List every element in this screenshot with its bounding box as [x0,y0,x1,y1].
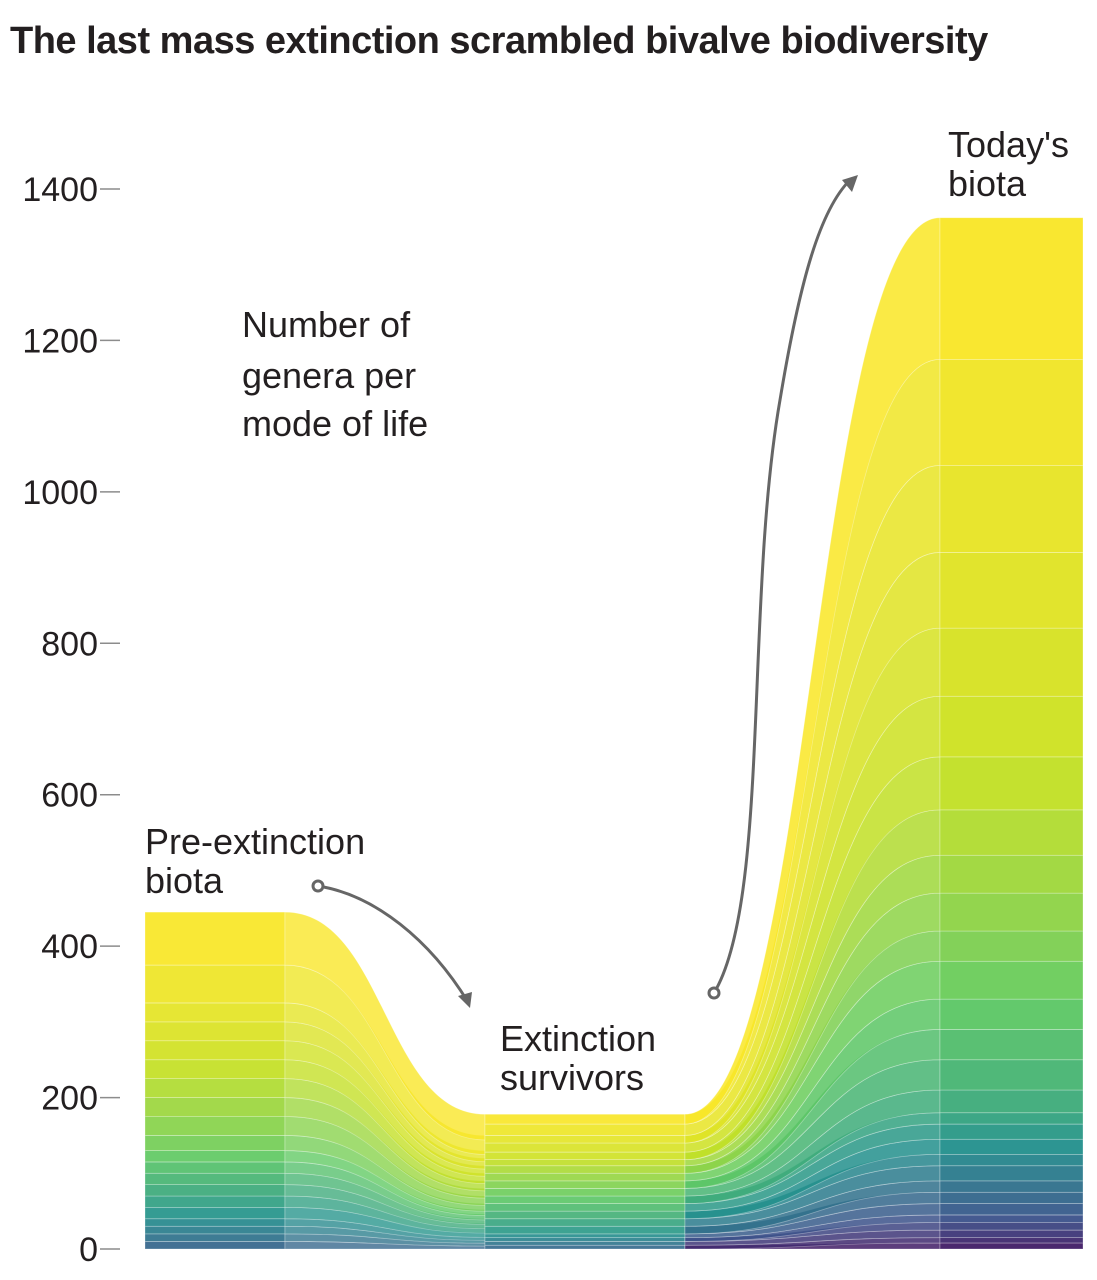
survivor-band [484,1241,686,1246]
today-band [939,1191,1084,1204]
y-tick-label: 1200 [22,322,98,360]
panel-label-line-1: Number of [242,304,411,345]
panel-label-line-3: mode of life [242,403,428,444]
survivors-to-today-arrow [712,178,852,994]
today-band [939,627,1084,697]
pre-extinction-band [144,1195,286,1208]
survivors-label-line-1: Extinction [500,1018,656,1059]
today-band [939,464,1084,553]
pre-extinction-band [144,1059,286,1080]
today-band [939,1029,1084,1061]
pre-extinction-band [144,1241,286,1250]
pre-extinction-band [144,1021,286,1042]
survivor-band [484,1210,686,1220]
pre-extinction-band [144,1161,286,1174]
survivor-band [484,1180,686,1189]
pre-extinction-band [144,1040,286,1061]
today-band [939,1165,1084,1182]
survivor-band [484,1135,686,1144]
pre-extinction-band [144,1097,286,1117]
y-axis: 0 200 400 600 800 1000 1200 1400 [22,171,120,1269]
pre-extinction-band [144,1116,286,1136]
chart-title: The last mass extinction scrambled bival… [10,20,988,62]
panel-label-line-2: genera per [242,355,416,396]
pre-to-survivors-arrow [317,884,470,1003]
survivor-band [484,1159,686,1167]
today-band [939,892,1084,932]
survivor-band [484,1218,686,1227]
pre-extinction-band [144,1172,286,1186]
survivor-band [484,1225,686,1235]
today-band [939,1180,1084,1193]
today-band [939,1203,1084,1216]
survivors-label-line-2: survivors [500,1057,644,1098]
today-band [939,960,1084,1000]
survivor-band [484,1244,686,1250]
survivor-band [484,1237,686,1242]
y-tick-label: 800 [41,625,98,663]
y-tick-label: 1400 [22,171,98,209]
today-band [939,854,1084,894]
today-band [939,1089,1084,1114]
pre-extinction-label-line-2: biota [145,860,224,901]
today-band [939,1059,1084,1091]
pre-extinction-band [144,1218,286,1227]
today-band [939,1112,1084,1125]
y-tick-label: 1000 [22,474,98,512]
today-band [939,809,1084,856]
today-band [939,1242,1084,1250]
pre-extinction-band [144,1206,286,1220]
today-band [939,552,1084,629]
pre-extinction-label-line-1: Pre-extinction [145,821,365,862]
pre-arrow-origin-dot [311,879,325,893]
today-band [939,1214,1084,1223]
survivor-to-today-flow [684,217,941,1125]
annotation-arrows [311,175,858,1008]
survivor-band [484,1195,686,1204]
today-band [939,358,1084,466]
today-band [939,1222,1084,1231]
today-band [939,695,1084,758]
survivor-band [484,1233,686,1239]
today-band [939,756,1084,811]
survivor-band [484,1172,686,1182]
survivor-band [484,1123,686,1136]
y-tick-label: 200 [41,1080,98,1118]
survivor-band [484,1203,686,1212]
today-band [939,217,1084,360]
survivor-band [484,1142,686,1153]
pre-arrow-head [458,992,472,1008]
pre-extinction-band [144,1233,286,1242]
today-arrow-origin-dot [707,986,721,1000]
today-band [939,1229,1084,1239]
survivor-band [484,1113,686,1125]
survivor-band [484,1165,686,1174]
today-band [939,1237,1084,1244]
y-tick-label: 0 [79,1231,98,1269]
survivor-band [484,1188,686,1197]
pre-extinction-band [144,1150,286,1163]
today-label-line-1: Today's [948,124,1069,165]
today-band [939,1153,1084,1167]
today-band [939,930,1084,962]
y-tick-label: 600 [41,777,98,815]
today-label-line-2: biota [948,163,1027,204]
y-tick-label: 400 [41,928,98,966]
pre-extinction-band [144,1184,286,1197]
today-band [939,1123,1084,1140]
today-arrow-head [842,175,858,192]
pre-extinction-band [144,1225,286,1235]
flow-bands [144,217,1084,1250]
today-band [939,1138,1084,1155]
today-band [939,998,1084,1030]
survivor-to-today-flow [684,998,941,1189]
pre-extinction-band [144,911,286,966]
annotation-labels: Number of genera per mode of life Pre-ex… [145,124,1069,1098]
survivor-band [484,1151,686,1161]
pre-extinction-band [144,1078,286,1098]
pre-extinction-band [144,1135,286,1151]
pre-extinction-band [144,1002,286,1023]
pre-extinction-band [144,964,286,1004]
